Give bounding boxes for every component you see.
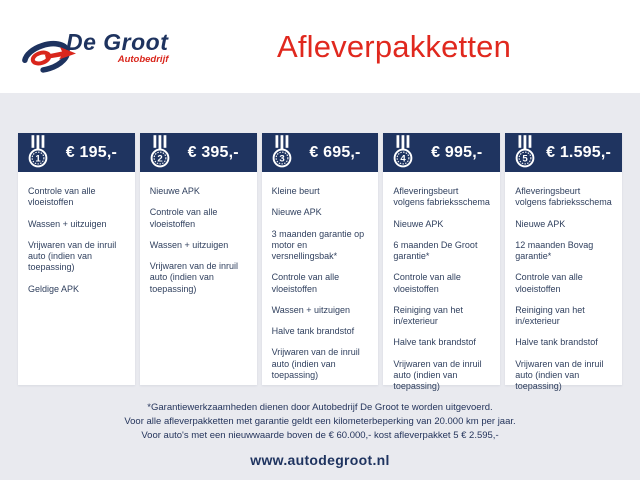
- package-card: 5 € 1.595,- Afleveringsbeurt volgens fab…: [505, 133, 622, 391]
- medal-icon: 1: [28, 135, 48, 168]
- package-price: € 1.595,-: [546, 144, 612, 161]
- package-item: Afleveringsbeurt volgens fabrieksschema: [393, 186, 490, 208]
- svg-text:2: 2: [157, 153, 162, 164]
- package-price: € 695,-: [309, 144, 361, 161]
- package-item: Controle van alle vloeistoffen: [149, 207, 218, 229]
- package-price: € 395,-: [187, 144, 239, 161]
- package-item: Controle van alle vloeistoffen: [393, 272, 461, 294]
- medal-icon: 2: [150, 135, 170, 168]
- package-items: Controle van alle vloeistoffen Wassen + u…: [18, 172, 135, 315]
- brand-subtitle: Autobedrijf: [117, 53, 169, 65]
- package-item: Controle van alle vloeistoffen: [28, 186, 96, 208]
- package-item: Halve tank brandstof: [515, 337, 598, 348]
- footnote-line: Voor auto's met een nieuwwaarde boven de…: [141, 430, 499, 441]
- brand-logo: De Groot Autobedrijf: [18, 25, 168, 73]
- svg-text:4: 4: [401, 153, 407, 164]
- package-item: Reiniging van het in/exterieur: [515, 304, 585, 326]
- medal-icon: 3: [272, 135, 291, 168]
- brand-logo-text: De Groot Autobedrijf: [66, 29, 168, 65]
- svg-text:3: 3: [279, 153, 284, 164]
- package-item: Nieuwe APK: [393, 218, 444, 229]
- brand-name: De Groot: [66, 28, 169, 55]
- package-items: Afleveringsbeurt volgens fabrieksschema N…: [505, 172, 622, 412]
- package-item: Nieuwe APK: [271, 207, 322, 218]
- header: De Groot Autobedrijf Afleverpakketten: [0, 0, 640, 93]
- package-item: Nieuwe APK: [515, 218, 566, 229]
- footnote-line: *Garantiewerkzaamheden dienen door Autob…: [147, 402, 493, 413]
- package-item: 3 maanden garantie op motor en versnelli…: [271, 228, 365, 262]
- package-item: Vrijwaren van de inruil auto (indien van…: [28, 239, 117, 273]
- package-item: Vrijwaren van de inruil auto (indien van…: [515, 358, 604, 392]
- package-item: 12 maanden Bovag garantie*: [515, 239, 594, 261]
- medal-icon: 5: [515, 135, 535, 168]
- package-item: Reiniging van het in/exterieur: [393, 304, 463, 326]
- package-item: Afleveringsbeurt volgens fabrieksschema: [515, 186, 612, 208]
- package-item: Vrijwaren van de inruil auto (indien van…: [393, 358, 482, 392]
- package-item: Vrijwaren van de inruil auto (indien van…: [271, 347, 360, 380]
- package-item: Wassen + uitzuigen: [271, 304, 351, 315]
- package-item: Nieuwe APK: [149, 186, 200, 196]
- package-item: Controle van alle vloeistoffen: [515, 272, 583, 294]
- package-item: Geldige APK: [28, 283, 80, 294]
- package-item: Wassen + uitzuigen: [28, 218, 107, 229]
- package-price: € 195,-: [65, 144, 117, 161]
- page-title: Afleverpakketten: [276, 28, 512, 64]
- package-item: 6 maanden De Groot garantie*: [393, 239, 478, 261]
- package-item: Vrijwaren van de inruil auto (indien van…: [149, 261, 239, 294]
- package-items: Kleine beurt Nieuwe APK 3 maanden garantie…: [262, 172, 379, 401]
- website-link[interactable]: www.autodegroot.nl: [250, 452, 390, 468]
- package-cards: 1 € 195,- Controle van alle vloeistoffen…: [18, 133, 622, 391]
- svg-text:1: 1: [35, 153, 41, 164]
- package-card: 1 € 195,- Controle van alle vloeistoffen…: [18, 133, 135, 385]
- package-item: Kleine beurt: [271, 186, 320, 196]
- package-items: Nieuwe APK Controle van alle vloeistoffen…: [140, 172, 257, 315]
- package-card-header: 1 € 195,-: [18, 133, 135, 172]
- package-card: 2 € 395,- Nieuwe APK Controle van alle vl…: [139, 133, 257, 385]
- package-item: Controle van alle vloeistoffen: [271, 272, 340, 294]
- brand-logo-icon: [22, 40, 76, 73]
- package-item: Halve tank brandstof: [271, 326, 355, 336]
- packages-area: 1 € 195,- Controle van alle vloeistoffen…: [0, 133, 640, 468]
- package-card-header: 4 € 995,-: [383, 133, 501, 172]
- medal-icon: 4: [394, 135, 413, 168]
- package-card-header: 5 € 1.595,-: [505, 133, 622, 172]
- package-price: € 995,-: [431, 144, 483, 161]
- svg-text:5: 5: [523, 153, 529, 164]
- footnote-line: Voor alle afleverpakketten met garantie …: [124, 416, 516, 427]
- package-card-header: 2 € 395,-: [139, 133, 257, 172]
- footnotes: *Garantiewerkzaamheden dienen door Autob…: [0, 401, 640, 443]
- package-card: 3 € 695,- Kleine beurt Nieuwe APK 3 maande…: [261, 133, 379, 385]
- package-items: Afleveringsbeurt volgens fabrieksschema N…: [383, 172, 500, 412]
- package-card-header: 3 € 695,-: [261, 133, 379, 172]
- package-item: Wassen + uitzuigen: [149, 239, 229, 250]
- package-card: 4 € 995,- Afleveringsbeurt volgens fabri…: [383, 133, 501, 391]
- package-item: Halve tank brandstof: [393, 337, 476, 348]
